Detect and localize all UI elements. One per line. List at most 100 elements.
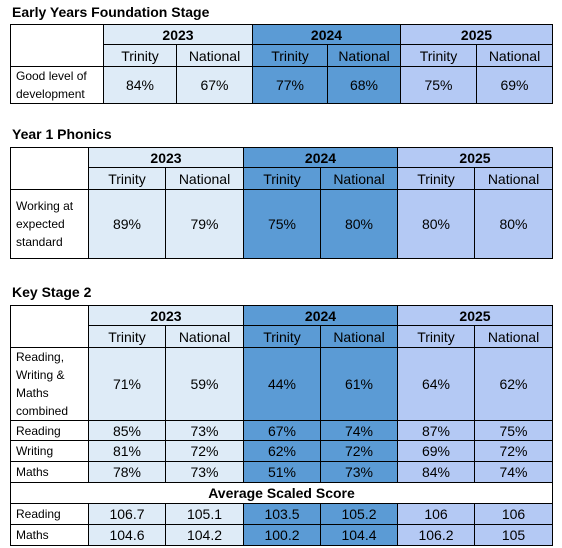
value-cell: 105.2 — [320, 503, 398, 525]
subheader: National — [476, 44, 553, 67]
subheader: National — [165, 325, 244, 348]
subheader: National — [176, 44, 253, 67]
value-cell: 51% — [243, 461, 321, 483]
row-label: Maths — [10, 461, 89, 483]
value-cell: 106 — [474, 503, 553, 525]
value-cell: 62% — [474, 347, 553, 421]
subheader: National — [165, 167, 244, 190]
value-cell: 73% — [165, 461, 244, 483]
corner-cell — [10, 305, 89, 348]
value-cell: 71% — [88, 347, 166, 421]
value-cell: 105 — [474, 524, 553, 546]
value-cell: 72% — [474, 440, 553, 462]
subheader: National — [320, 167, 398, 190]
corner-cell — [10, 24, 104, 67]
subheader: Trinity — [400, 44, 477, 67]
value-cell: 62% — [243, 440, 321, 462]
subheader: National — [474, 325, 553, 348]
value-cell: 78% — [88, 461, 166, 483]
value-cell: 44% — [243, 347, 321, 421]
year-header: 2024 — [243, 305, 398, 326]
results-table: 2023 2024 2025 Trinity National Trinity Nation… — [10, 147, 553, 259]
row-label: Maths — [10, 524, 89, 546]
value-cell: 79% — [165, 189, 244, 259]
year-row: 2023 2024 2025 — [10, 147, 553, 190]
year-header: 2025 — [397, 147, 553, 168]
value-cell: 75% — [474, 420, 553, 441]
subheader-row: Trinity National Trinity National Trinity Nat… — [11, 167, 553, 190]
data-row: Reading, Writing & Maths combined 71% 59% 4… — [10, 347, 553, 421]
row-label: Reading, Writing & Maths combined — [10, 347, 89, 421]
value-cell: 104.4 — [320, 524, 398, 546]
value-cell: 69% — [476, 66, 553, 104]
table-body: 2023 2024 2025 Trinity National Trinity Nation… — [10, 305, 553, 546]
results-table: 2023 2024 2025 Trinity National Trinity Nation… — [10, 305, 553, 546]
value-cell: 80% — [397, 189, 475, 259]
row-label: Reading — [10, 503, 89, 525]
row-label: Reading — [10, 420, 89, 441]
value-cell: 64% — [397, 347, 475, 421]
value-cell: 80% — [320, 189, 398, 259]
value-cell: 74% — [320, 420, 398, 441]
value-cell: 106 — [397, 503, 475, 525]
section-title: Key Stage 2 — [12, 284, 92, 300]
value-cell: 104.6 — [88, 524, 166, 546]
year-header: 2023 — [103, 24, 253, 45]
year-header: 2024 — [252, 24, 401, 45]
row-label: Writing — [10, 440, 89, 462]
value-cell: 84% — [103, 66, 177, 104]
value-cell: 69% — [397, 440, 475, 462]
subtitle-row: Average Scaled Score — [10, 482, 553, 504]
subheader-row: Trinity National Trinity National Trinity Nat… — [11, 44, 553, 67]
value-cell: 80% — [474, 189, 553, 259]
value-cell: 59% — [165, 347, 244, 421]
value-cell: 73% — [165, 420, 244, 441]
year-header: 2024 — [243, 147, 398, 168]
value-cell: 84% — [397, 461, 475, 483]
data-row: Maths 104.6 104.2 100.2 104.4 106.2 105 — [10, 524, 553, 546]
value-cell: 72% — [320, 440, 398, 462]
value-cell: 87% — [397, 420, 475, 441]
value-cell: 105.1 — [165, 503, 244, 525]
value-cell: 67% — [243, 420, 321, 441]
value-cell: 106.2 — [397, 524, 475, 546]
year-header: 2025 — [400, 24, 553, 45]
value-cell: 81% — [88, 440, 166, 462]
data-row: Maths 78% 73% 51% 73% 84% 74% — [10, 461, 553, 483]
value-cell: 73% — [320, 461, 398, 483]
subheader: Trinity — [88, 325, 166, 348]
year-row: 2023 2024 2025 — [10, 24, 553, 67]
value-cell: 72% — [165, 440, 244, 462]
value-cell: 68% — [327, 66, 401, 104]
data-row: Reading 85% 73% 67% 74% 87% 75% — [10, 420, 553, 441]
row-label: Working at expected standard — [10, 189, 89, 259]
value-cell: 74% — [474, 461, 553, 483]
value-cell: 103.5 — [243, 503, 321, 525]
year-row: 2023 2024 2025 — [10, 305, 553, 348]
value-cell: 61% — [320, 347, 398, 421]
year-header: 2023 — [88, 147, 244, 168]
subheader: Trinity — [397, 167, 475, 190]
table-body: 2023 2024 2025 Trinity National Trinity Nation… — [10, 147, 553, 259]
subheader: National — [327, 44, 401, 67]
year-header: 2025 — [397, 305, 553, 326]
subheader: Trinity — [397, 325, 475, 348]
value-cell: 100.2 — [243, 524, 321, 546]
value-cell: 75% — [400, 66, 477, 104]
row-label: Good level of development — [10, 66, 104, 104]
subheader-row: Trinity National Trinity National Trinity Nat… — [11, 325, 553, 348]
value-cell: 104.2 — [165, 524, 244, 546]
value-cell: 106.7 — [88, 503, 166, 525]
subheader: Trinity — [252, 44, 328, 67]
section-title: Year 1 Phonics — [12, 126, 112, 142]
subheader: National — [474, 167, 553, 190]
subtitle: Average Scaled Score — [10, 482, 553, 504]
data-row: Writing 81% 72% 62% 72% 69% 72% — [10, 440, 553, 462]
subheader: Trinity — [243, 167, 321, 190]
data-row: Reading 106.7 105.1 103.5 105.2 106 106 — [10, 503, 553, 525]
value-cell: 75% — [243, 189, 321, 259]
subheader: Trinity — [88, 167, 166, 190]
table-body: 2023 2024 2025 Trinity National Trinity Nation… — [10, 24, 553, 104]
value-cell: 89% — [88, 189, 166, 259]
value-cell: 67% — [176, 66, 253, 104]
